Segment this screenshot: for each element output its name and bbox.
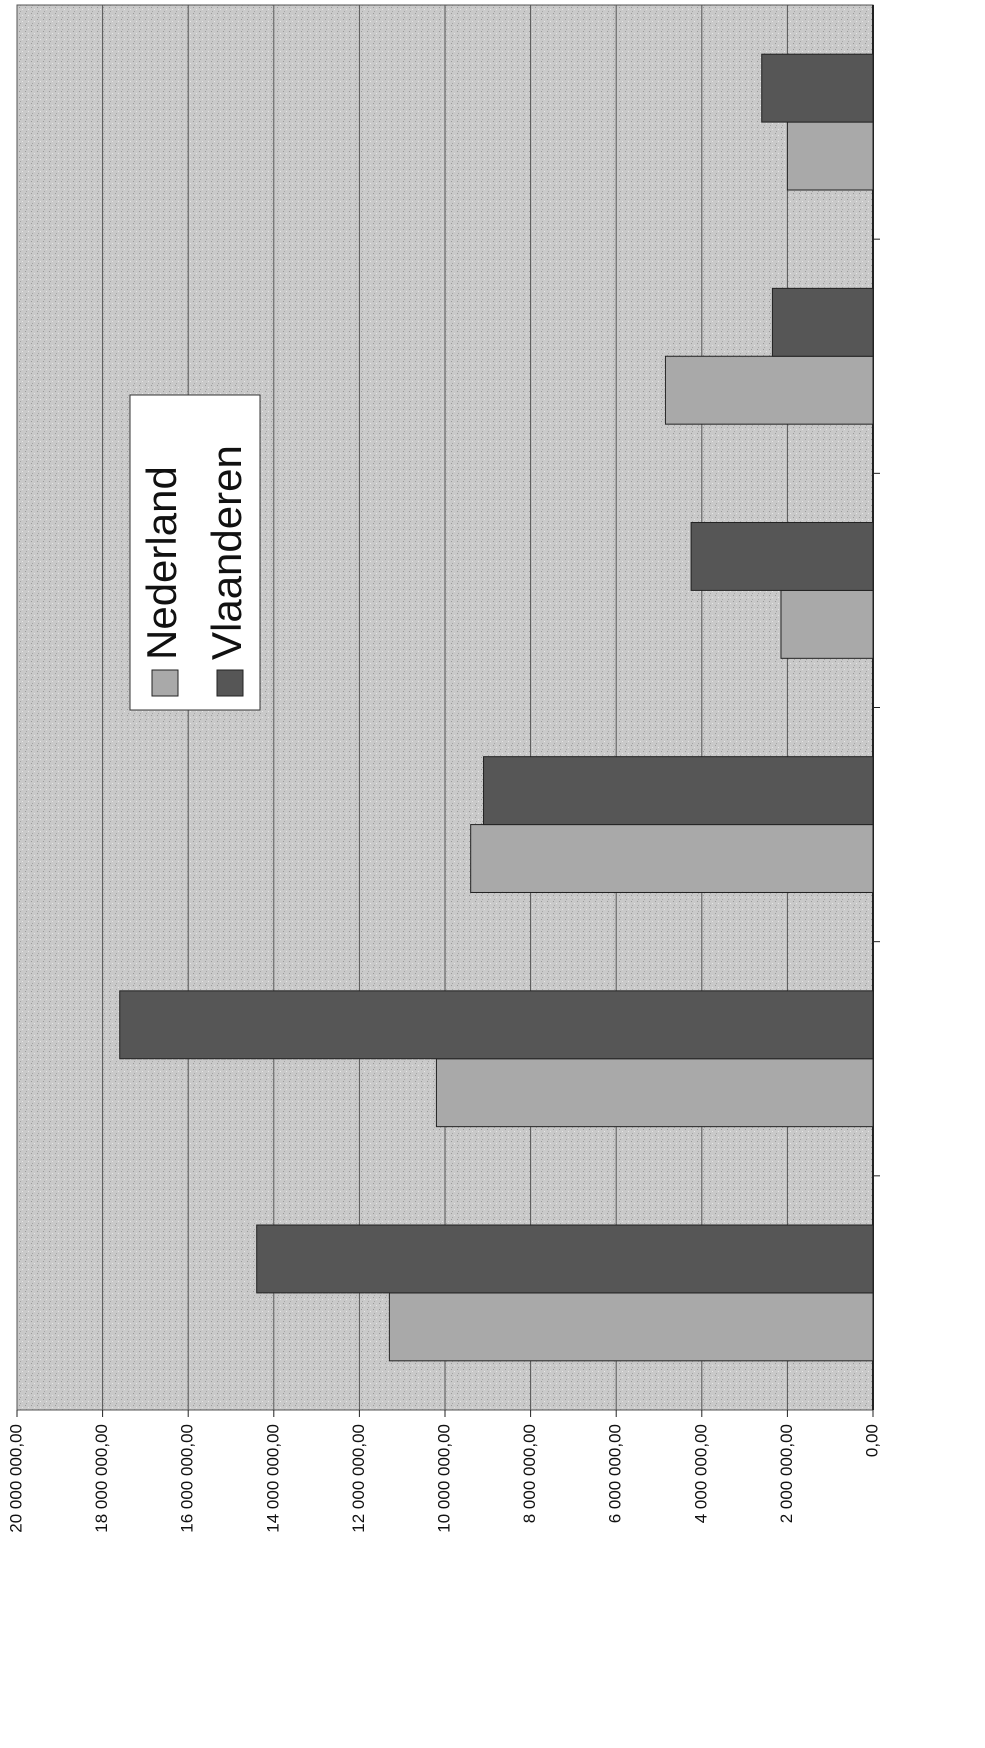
legend-label: Nederland xyxy=(138,466,185,660)
legend-swatch xyxy=(216,669,244,697)
bar xyxy=(119,990,874,1060)
bar xyxy=(771,287,874,357)
y-tick-label: 4 000 000,00 xyxy=(691,1424,710,1523)
y-tick-label: 12 000 000,00 xyxy=(349,1424,368,1533)
y-tick-label: 6 000 000,00 xyxy=(606,1424,625,1523)
legend-swatch xyxy=(151,669,179,697)
bar xyxy=(470,824,874,893)
bar xyxy=(786,121,874,191)
y-tick-label: 14 000 000,00 xyxy=(263,1424,282,1533)
y-tick-label: 8 000 000,00 xyxy=(520,1424,539,1523)
y-tick-label: 20 000 000,00 xyxy=(6,1424,25,1533)
bar xyxy=(435,1058,874,1128)
bar xyxy=(761,53,874,123)
bar xyxy=(256,1224,874,1294)
bar xyxy=(690,522,874,591)
bar xyxy=(483,756,874,826)
y-tick-label: 16 000 000,00 xyxy=(178,1424,197,1533)
y-tick-label: 2 000 000,00 xyxy=(777,1424,796,1523)
bar xyxy=(664,355,874,425)
y-tick-label: 10 000 000,00 xyxy=(434,1424,453,1533)
legend-box xyxy=(129,394,261,711)
bar xyxy=(780,589,874,659)
y-tick-label: 18 000 000,00 xyxy=(92,1424,111,1533)
bar xyxy=(388,1292,874,1362)
y-tick-label: 0,00 xyxy=(862,1424,881,1457)
legend-label: Vlaanderen xyxy=(203,445,250,660)
